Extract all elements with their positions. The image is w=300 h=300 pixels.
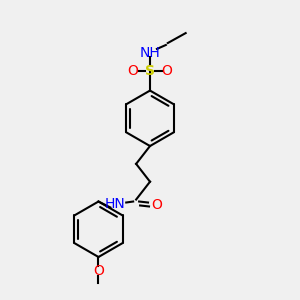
Text: S: S xyxy=(145,64,155,78)
Text: O: O xyxy=(152,199,162,212)
Text: O: O xyxy=(161,64,172,78)
Text: NH: NH xyxy=(140,46,160,60)
Text: HN: HN xyxy=(105,196,126,211)
Text: O: O xyxy=(128,64,139,78)
Text: O: O xyxy=(93,264,104,278)
